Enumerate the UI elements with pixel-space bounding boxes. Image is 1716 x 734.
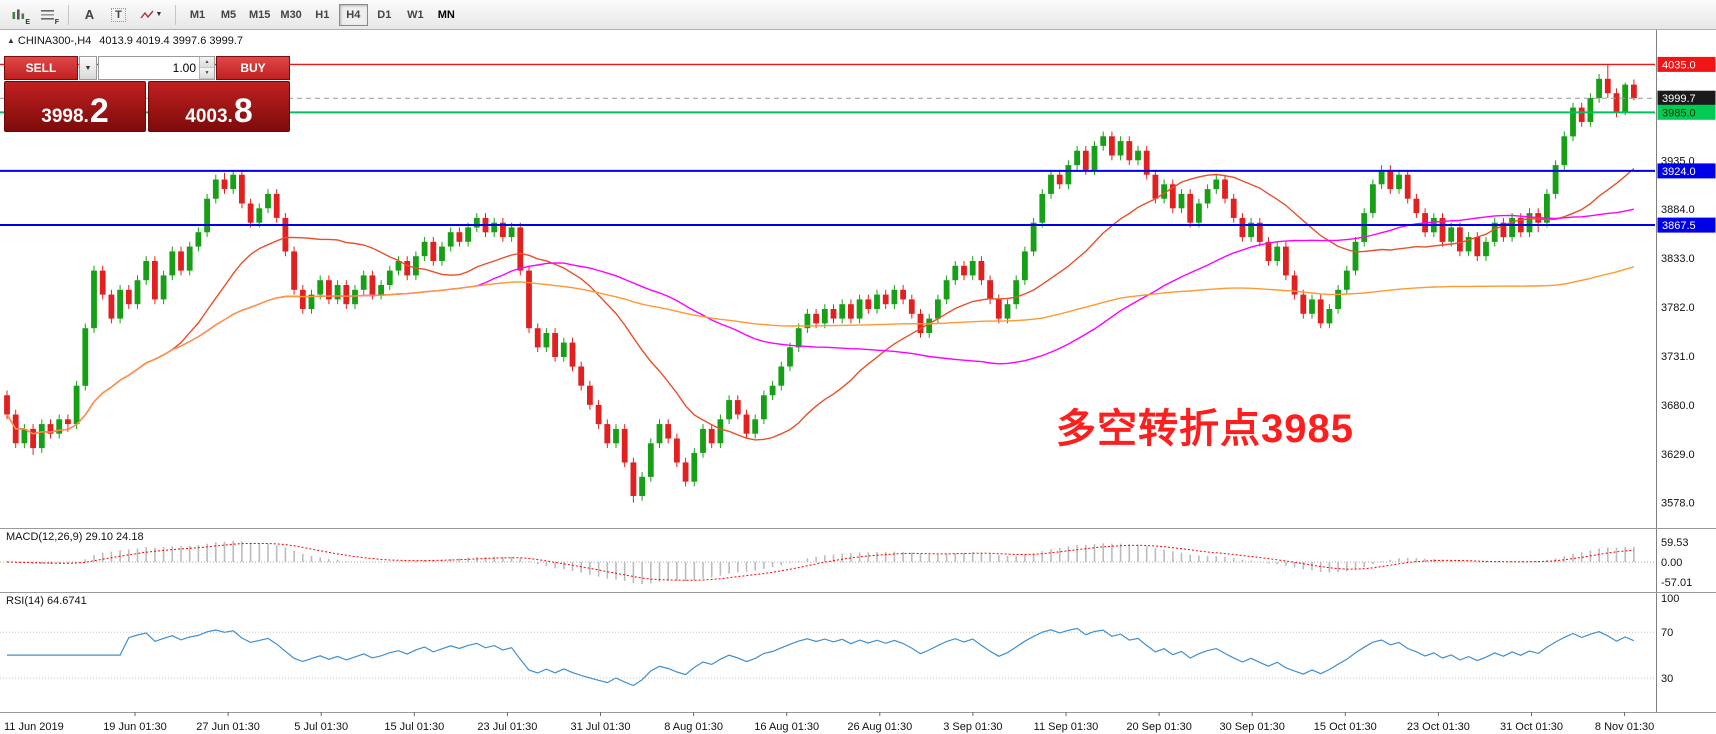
chart-annotation-text: 多空转折点3985 bbox=[1056, 407, 1354, 451]
trade-controls-row: SELL ▼ ▲ ▼ BUY bbox=[4, 56, 290, 80]
svg-text:27 Jun 01:30: 27 Jun 01:30 bbox=[196, 721, 260, 733]
sell-button[interactable]: SELL bbox=[4, 56, 78, 80]
bar-chart-e-icon[interactable]: E bbox=[5, 3, 32, 27]
svg-text:4035.0: 4035.0 bbox=[1662, 59, 1696, 71]
buy-button[interactable]: BUY bbox=[216, 56, 290, 80]
symbol-timeframe-label: CHINA300-,H4 bbox=[17, 35, 92, 47]
svg-text:31 Jul 01:30: 31 Jul 01:30 bbox=[571, 721, 631, 733]
chart-canvas[interactable]: 3935.03884.03833.03782.03731.03680.03629… bbox=[0, 30, 1716, 734]
svg-text:3999.7: 3999.7 bbox=[1662, 93, 1696, 105]
volume-spinner: ▲ ▼ bbox=[199, 57, 214, 79]
svg-text:3680.0: 3680.0 bbox=[1661, 400, 1695, 412]
symbol-info: ▲ CHINA300-,H4 4013.9 4019.4 3997.6 3999.7 bbox=[7, 35, 243, 47]
timeframe-button-m1[interactable]: M1 bbox=[183, 4, 212, 26]
macd-pane-label: MACD(12,26,9) 29.10 24.18 bbox=[6, 531, 144, 543]
timeframe-button-m5[interactable]: M5 bbox=[214, 4, 243, 26]
svg-text:8 Aug 01:30: 8 Aug 01:30 bbox=[664, 721, 723, 733]
svg-text:23 Oct 01:30: 23 Oct 01:30 bbox=[1407, 721, 1470, 733]
toolbar: E F A T ▼ M1 M5 M15 M30 H1 H4 D1 W1 MN bbox=[0, 0, 1716, 30]
timeframe-button-mn[interactable]: MN bbox=[432, 4, 461, 26]
svg-text:100: 100 bbox=[1661, 593, 1679, 605]
list-f-icon[interactable]: F bbox=[34, 3, 61, 27]
mini-list-glyph bbox=[41, 9, 54, 20]
text-tool-icon[interactable]: A bbox=[76, 3, 103, 27]
svg-text:3578.0: 3578.0 bbox=[1661, 498, 1695, 510]
zigzag-glyph bbox=[139, 10, 154, 18]
svg-text:3782.0: 3782.0 bbox=[1661, 302, 1695, 314]
sell-price-display[interactable]: 3998. 2 bbox=[4, 81, 146, 132]
indicators-dropdown-icon[interactable]: ▼ bbox=[134, 3, 168, 27]
svg-text:0.00: 0.00 bbox=[1661, 557, 1682, 569]
timeframe-group: M1 M5 M15 M30 H1 H4 D1 W1 MN bbox=[182, 3, 462, 26]
svg-text:3924.0: 3924.0 bbox=[1662, 166, 1696, 178]
svg-text:16 Aug 01:30: 16 Aug 01:30 bbox=[754, 721, 819, 733]
timeframe-button-w1[interactable]: W1 bbox=[401, 4, 430, 26]
svg-text:3884.0: 3884.0 bbox=[1661, 204, 1695, 216]
volume-dropdown-button[interactable]: ▼ bbox=[79, 56, 97, 80]
svg-text:-57.01: -57.01 bbox=[1661, 577, 1692, 589]
buy-price-display[interactable]: 4003. 8 bbox=[148, 81, 290, 132]
svg-text:31 Oct 01:30: 31 Oct 01:30 bbox=[1500, 721, 1563, 733]
timeframe-button-m30[interactable]: M30 bbox=[276, 4, 305, 26]
svg-text:15 Oct 01:30: 15 Oct 01:30 bbox=[1314, 721, 1377, 733]
template-tool-icon[interactable]: T bbox=[105, 3, 132, 27]
svg-text:11 Jun 2019: 11 Jun 2019 bbox=[4, 721, 64, 733]
svg-text:30 Sep 01:30: 30 Sep 01:30 bbox=[1219, 721, 1284, 733]
svg-text:3985.0: 3985.0 bbox=[1662, 107, 1696, 119]
svg-text:3629.0: 3629.0 bbox=[1661, 449, 1695, 461]
timeframe-button-h1[interactable]: H1 bbox=[308, 4, 337, 26]
toolbar-separator bbox=[68, 4, 69, 25]
spinner-up-icon[interactable]: ▲ bbox=[200, 57, 214, 68]
toolbar-separator bbox=[175, 4, 176, 25]
trade-prices-row: 3998. 2 4003. 8 bbox=[4, 81, 290, 132]
svg-text:70: 70 bbox=[1661, 627, 1673, 639]
ohlc-readout: 4013.9 4019.4 3997.6 3999.7 bbox=[99, 35, 244, 47]
timeframe-button-h4[interactable]: H4 bbox=[338, 3, 368, 26]
buy-price-big-digit: 8 bbox=[233, 92, 253, 131]
rsi-pane-label: RSI(14) 64.6741 bbox=[6, 595, 87, 607]
volume-input[interactable] bbox=[99, 57, 214, 79]
svg-text:3833.0: 3833.0 bbox=[1661, 253, 1695, 265]
svg-text:59.53: 59.53 bbox=[1661, 537, 1689, 549]
sell-price-big-digit: 2 bbox=[89, 92, 109, 131]
chevron-down-icon: ▼ bbox=[84, 64, 92, 72]
chevron-down-icon: ▼ bbox=[155, 11, 163, 18]
svg-text:8 Nov 01:30: 8 Nov 01:30 bbox=[1595, 721, 1654, 733]
svg-text:3731.0: 3731.0 bbox=[1661, 351, 1695, 363]
timeframe-button-m15[interactable]: M15 bbox=[245, 4, 274, 26]
buy-price-main: 4003. bbox=[185, 106, 233, 127]
svg-text:23 Jul 01:30: 23 Jul 01:30 bbox=[477, 721, 537, 733]
mini-bars-glyph bbox=[12, 9, 25, 19]
svg-text:20 Sep 01:30: 20 Sep 01:30 bbox=[1126, 721, 1191, 733]
volume-field-wrap: ▲ ▼ bbox=[98, 56, 215, 80]
svg-text:26 Aug 01:30: 26 Aug 01:30 bbox=[847, 721, 912, 733]
svg-text:3 Sep 01:30: 3 Sep 01:30 bbox=[943, 721, 1002, 733]
svg-text:3867.5: 3867.5 bbox=[1662, 220, 1696, 232]
spinner-down-icon[interactable]: ▼ bbox=[200, 68, 214, 79]
svg-text:11 Sep 01:30: 11 Sep 01:30 bbox=[1034, 721, 1099, 733]
sell-price-main: 3998. bbox=[41, 106, 89, 127]
svg-text:5 Jul 01:30: 5 Jul 01:30 bbox=[294, 721, 348, 733]
one-click-trading-panel: SELL ▼ ▲ ▼ BUY 3998.2 4003.8 bbox=[4, 56, 290, 132]
svg-text:15 Jul 01:30: 15 Jul 01:30 bbox=[384, 721, 444, 733]
svg-text:19 Jun 01:30: 19 Jun 01:30 bbox=[103, 721, 167, 733]
timeframe-button-d1[interactable]: D1 bbox=[370, 4, 399, 26]
svg-text:30: 30 bbox=[1661, 673, 1673, 685]
chart-shift-icon: ▲ bbox=[7, 36, 15, 45]
